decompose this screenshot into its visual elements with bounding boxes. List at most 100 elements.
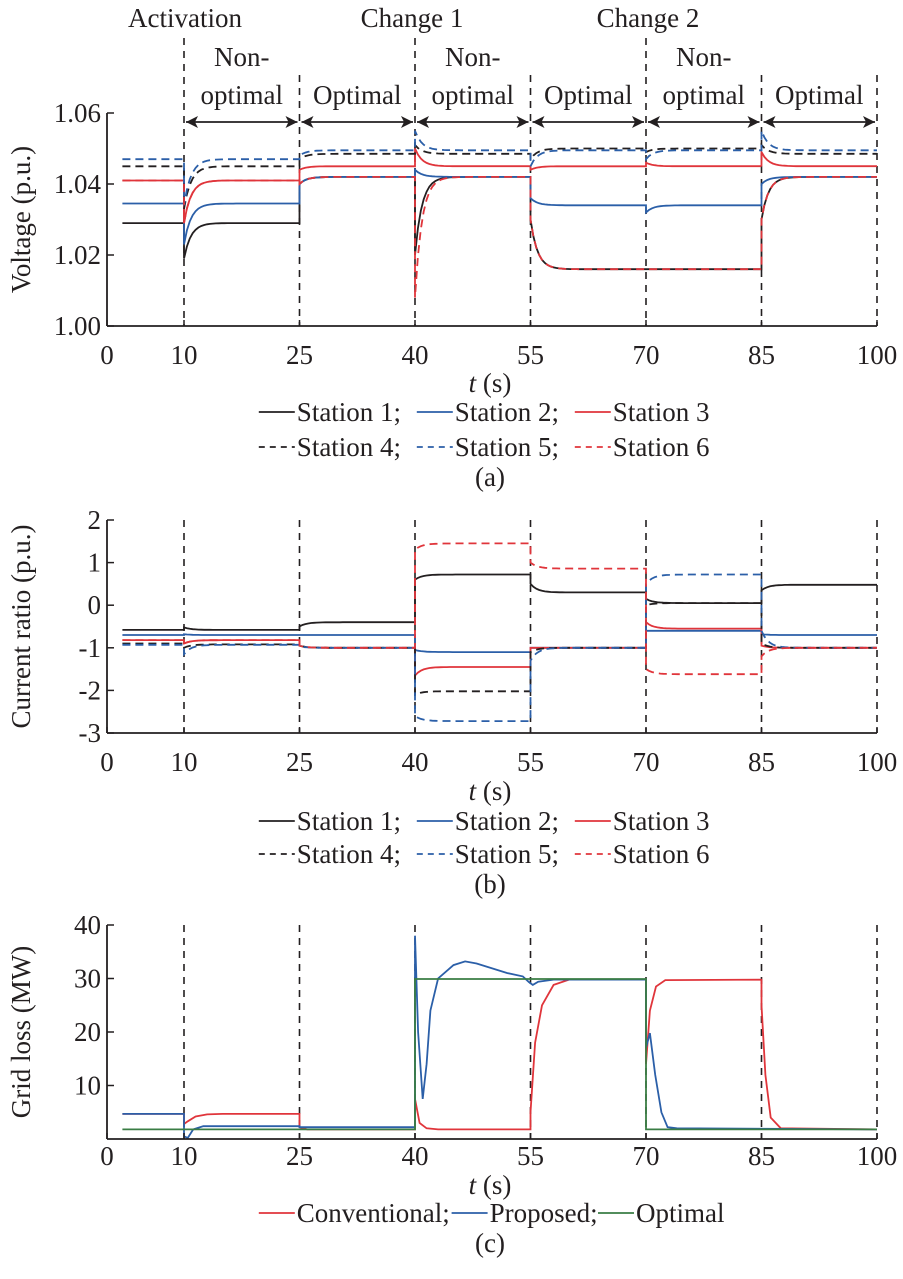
arrowhead-right-icon xyxy=(285,116,298,128)
y-tick-label: 30 xyxy=(74,964,101,994)
x-tick-label: 0 xyxy=(100,1141,114,1171)
series-line-proposed xyxy=(122,935,878,1140)
x-tick-label: 25 xyxy=(286,747,313,777)
x-tick-label: 10 xyxy=(171,340,198,370)
arrowhead-right-icon xyxy=(747,116,760,128)
segment-label-line1: Non- xyxy=(676,42,732,72)
y-tick-label: 1.00 xyxy=(54,311,101,341)
x-tick-label: 70 xyxy=(633,340,660,370)
y-tick-label: 1.04 xyxy=(54,169,102,199)
y-tick-label: -2 xyxy=(79,675,102,705)
legend-entry: Station 6 xyxy=(613,432,710,462)
panel-a-voltage: 0 10 25 40 55 70 85 100 1.00 1.02 1.04 1.06 Voltage … xyxy=(6,38,897,492)
x-tick-label: 55 xyxy=(517,747,544,777)
y-axis-label: Grid loss (MW) xyxy=(6,946,36,1118)
y-tick-label: -1 xyxy=(79,633,102,663)
y-tick-label: 1.06 xyxy=(54,98,101,128)
panel-caption: (b) xyxy=(474,869,505,899)
panel-c-grid-loss: 0 10 25 40 55 70 85 100 10 20 30 40 Grid loss (MW) t … xyxy=(6,910,897,1258)
x-tick-label: 100 xyxy=(857,747,898,777)
segment-label-line1: Non- xyxy=(445,42,501,72)
series-line-station-6 xyxy=(122,176,877,298)
event-label: Change 1 xyxy=(361,3,464,33)
legend-entry: Station 2; xyxy=(455,397,559,427)
x-tick-label: 55 xyxy=(517,1141,544,1171)
x-tick-label: 0 xyxy=(100,747,114,777)
series-line-station-4 xyxy=(122,602,877,697)
arrowhead-right-icon xyxy=(632,116,644,128)
x-axis-label: t (s) xyxy=(469,776,512,806)
panel-b-current-ratio: 0 10 25 40 55 70 85 100 -3 -2 -1 0 1 2 Current ratio (… xyxy=(6,505,897,899)
segment-label: Optimal xyxy=(544,80,633,110)
arrowhead-left-icon xyxy=(301,116,314,128)
x-tick-label: 0 xyxy=(100,340,114,370)
series-line-station-1 xyxy=(122,573,877,631)
arrowhead-right-icon xyxy=(863,116,875,128)
legend-entry: Station 4; xyxy=(297,839,401,869)
x-tick-label: 10 xyxy=(171,1141,198,1171)
x-tick-label: 40 xyxy=(402,340,429,370)
event-label: Activation xyxy=(128,3,242,33)
legend-entry: Optimal xyxy=(636,1198,725,1228)
y-axis-label: Voltage (p.u.) xyxy=(6,146,36,293)
y-tick-label: -3 xyxy=(79,718,102,748)
legend-entry: Station 5; xyxy=(455,432,559,462)
segment-label: optimal xyxy=(663,80,746,110)
y-tick-label: 1.02 xyxy=(54,240,101,270)
legend-entry: Station 4; xyxy=(297,432,401,462)
legend-entry: Station 5; xyxy=(455,839,559,869)
legend-entry: Station 3 xyxy=(613,397,710,427)
x-tick-label: 40 xyxy=(402,1141,429,1171)
series-line-conventional xyxy=(122,978,878,1131)
arrowhead-left-icon xyxy=(186,116,198,128)
y-tick-label: 20 xyxy=(74,1017,101,1047)
series-line-station-2 xyxy=(122,167,877,245)
series-line-station-6 xyxy=(122,542,877,676)
segment-label: optimal xyxy=(201,80,284,110)
legend-entry: Station 6 xyxy=(613,839,710,869)
phase-annotations: Activation Change 1 Change 2 Non-optimal Opt… xyxy=(128,3,875,128)
arrowhead-left-icon xyxy=(417,116,429,128)
x-tick-label: 10 xyxy=(171,747,198,777)
y-tick-label: 40 xyxy=(74,910,101,940)
segment-label: Optimal xyxy=(313,80,402,110)
series-line-optimal xyxy=(122,978,877,1131)
legend-entry: Station 3 xyxy=(613,806,710,836)
arrowhead-left-icon xyxy=(532,116,545,128)
x-tick-label: 85 xyxy=(748,340,775,370)
x-tick-label: 70 xyxy=(633,747,660,777)
x-tick-label: 85 xyxy=(748,1141,775,1171)
x-tick-label: 100 xyxy=(857,1141,898,1171)
x-tick-label: 25 xyxy=(286,340,313,370)
x-tick-label: 85 xyxy=(748,747,775,777)
segment-label: Optimal xyxy=(775,80,864,110)
series-line-station-5 xyxy=(122,573,877,722)
x-axis-label: t (s) xyxy=(469,368,512,398)
arrowhead-left-icon xyxy=(763,116,776,128)
legend-entry: Station 1; xyxy=(297,806,401,836)
segment-label: optimal xyxy=(432,80,515,110)
legend-entry: Conventional; xyxy=(297,1198,450,1228)
y-tick-label: 2 xyxy=(88,505,102,535)
series-line-station-1 xyxy=(122,176,877,271)
x-axis-label: t (s) xyxy=(469,1170,512,1200)
arrowhead-right-icon xyxy=(516,116,529,128)
x-tick-label: 25 xyxy=(286,1141,313,1171)
legend-entry: Station 2; xyxy=(455,806,559,836)
y-tick-label: 1 xyxy=(88,548,102,578)
segment-label-line1: Non- xyxy=(214,42,270,72)
panel-caption: (c) xyxy=(475,1228,505,1258)
x-tick-label: 55 xyxy=(517,340,544,370)
x-tick-label: 100 xyxy=(857,340,898,370)
y-tick-label: 0 xyxy=(88,590,102,620)
panel-caption: (a) xyxy=(475,462,505,492)
event-label: Change 2 xyxy=(597,3,700,33)
arrowhead-left-icon xyxy=(648,116,660,128)
legend-entry: Station 1; xyxy=(297,397,401,427)
x-tick-label: 40 xyxy=(402,747,429,777)
x-tick-label: 70 xyxy=(633,1141,660,1171)
series-line-station-5 xyxy=(122,130,877,206)
legend-entry: Proposed; xyxy=(490,1198,598,1228)
y-axis-label: Current ratio (p.u.) xyxy=(6,525,36,729)
